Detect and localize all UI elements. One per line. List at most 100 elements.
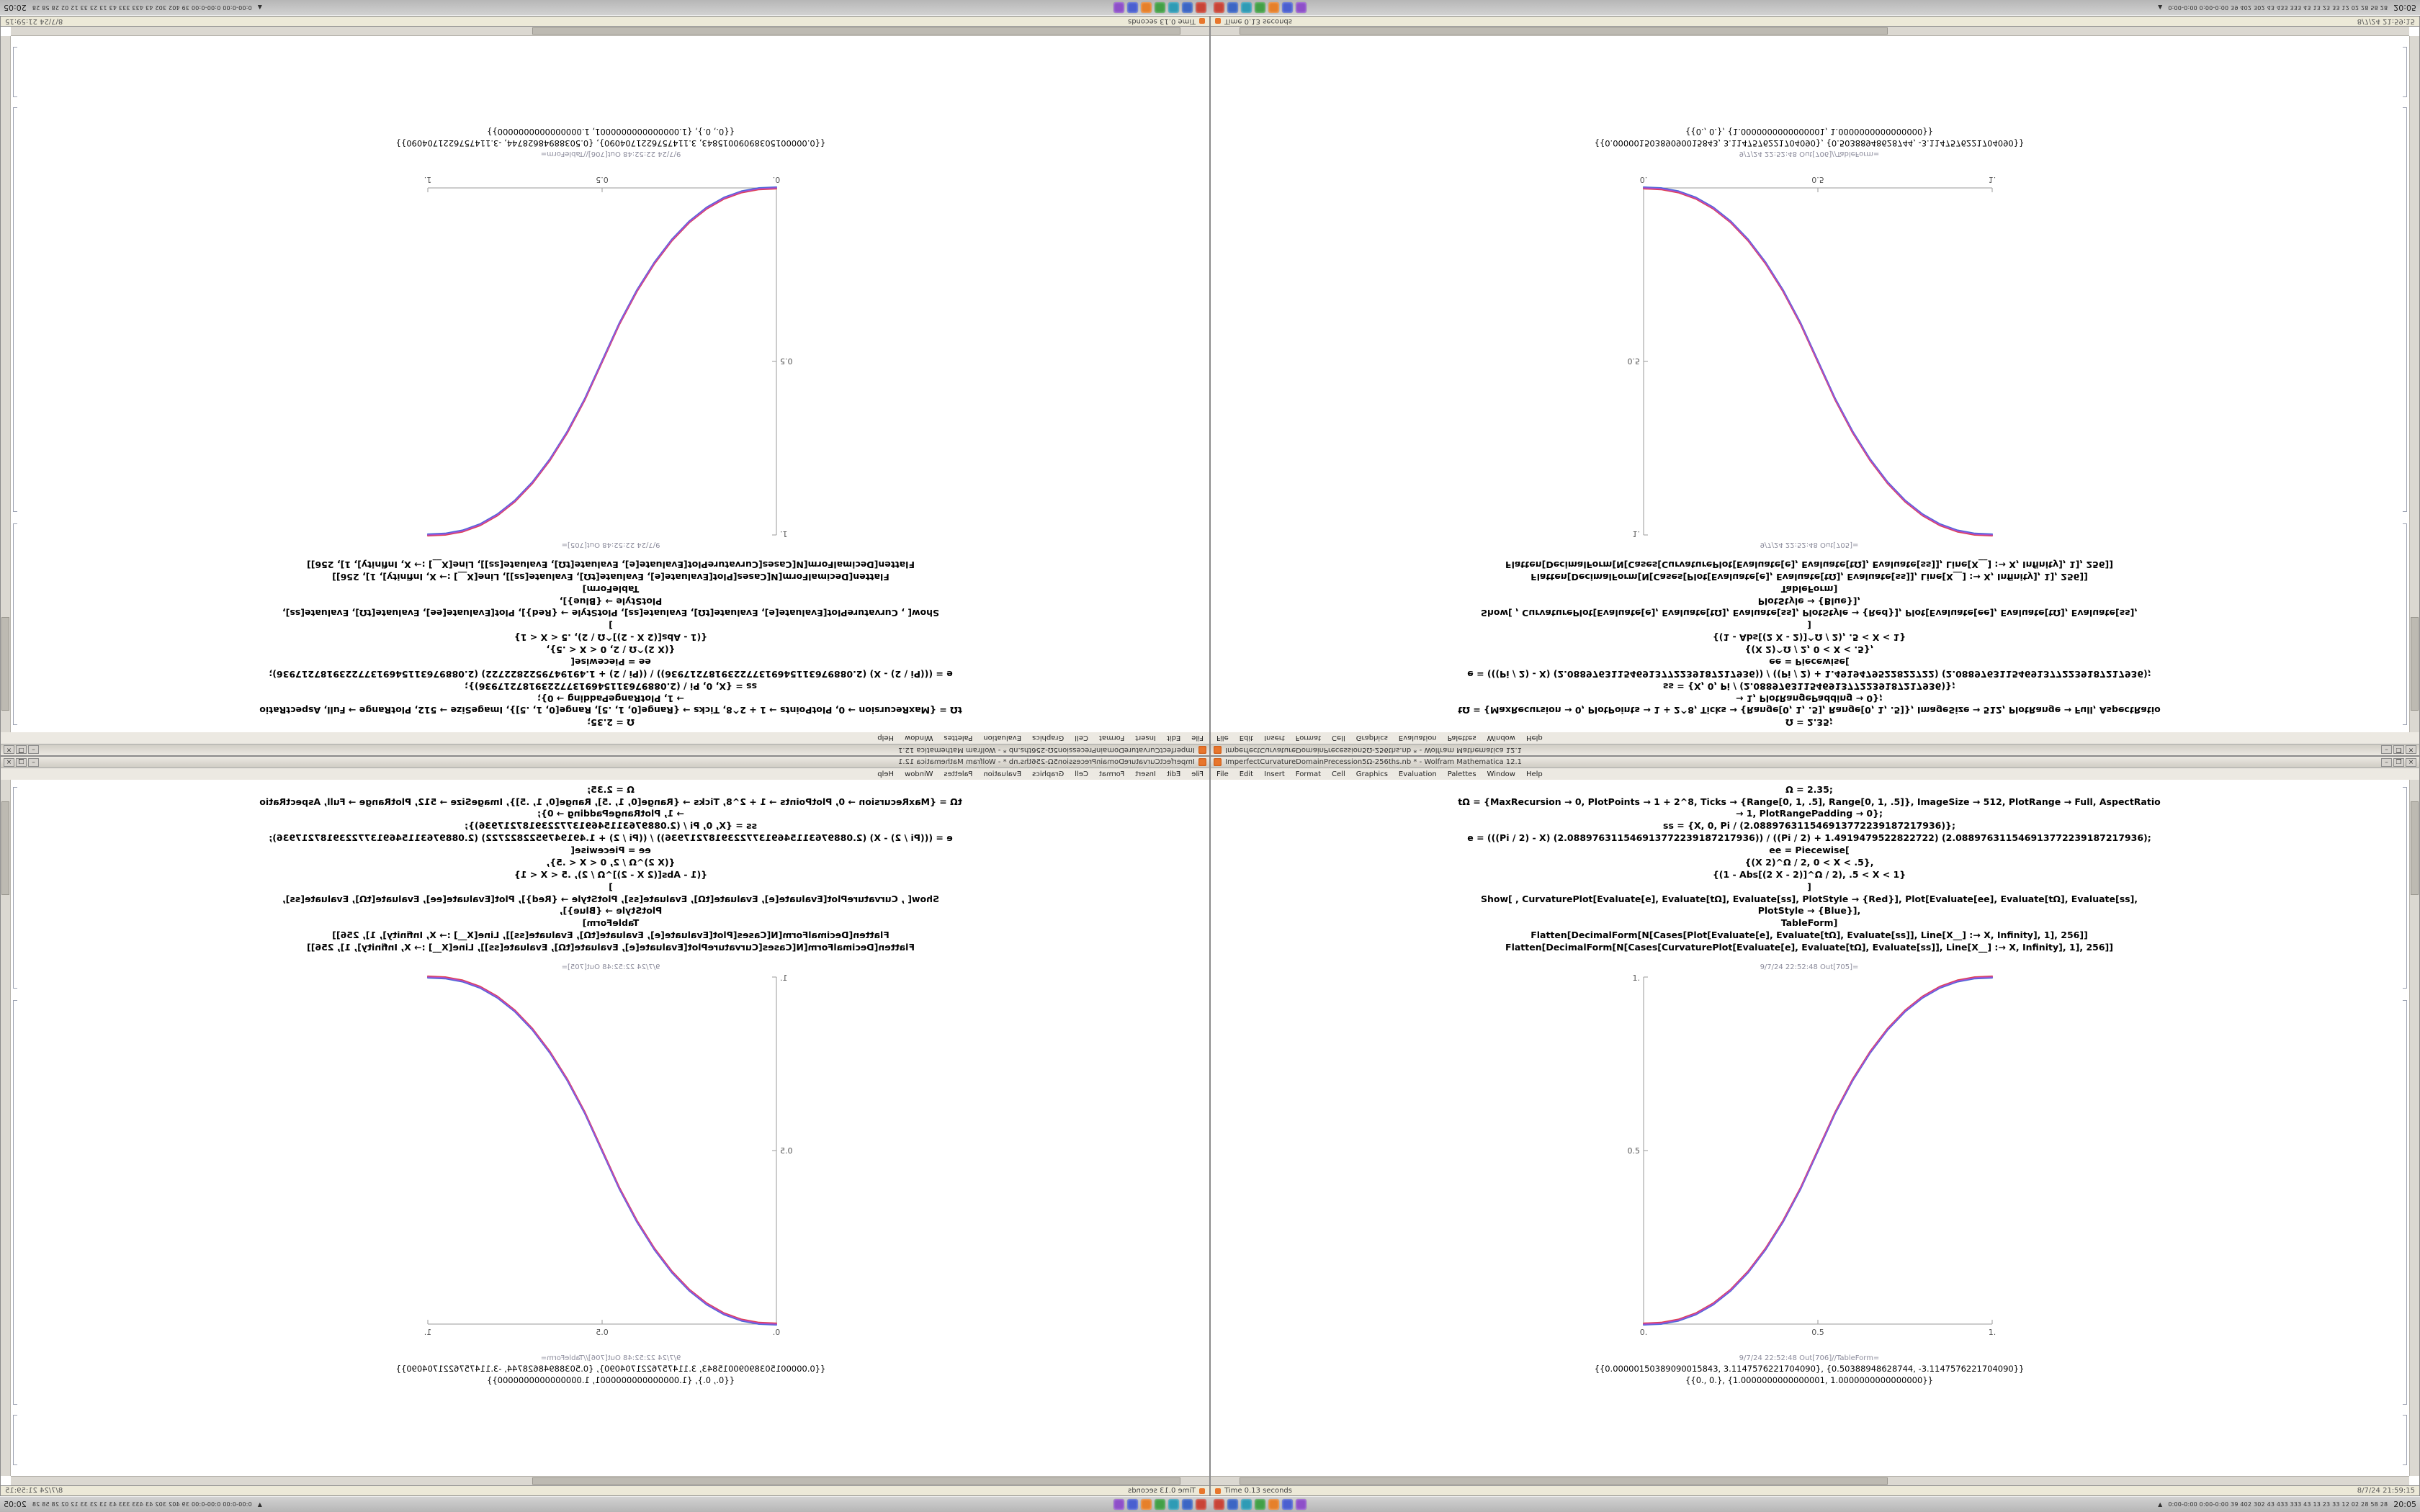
input-code-line[interactable]: TableForm] — [1780, 917, 1838, 928]
input-code-line[interactable]: e = (((Pi / 2) - X) (2.08897631154691377… — [1467, 669, 2151, 680]
taskbar-app-icon[interactable] — [1196, 2, 1206, 13]
taskbar-app-icon[interactable] — [1255, 1499, 1265, 1510]
window-titlebar[interactable]: ImperfectCurvatureDomainPrecession5Ω-256… — [0, 756, 1210, 768]
minimize-button[interactable]: – — [2381, 757, 2392, 767]
menu-item[interactable]: Insert — [1264, 734, 1285, 742]
menu-item[interactable]: File — [1191, 734, 1204, 742]
menu-item[interactable]: Graphics — [1355, 770, 1388, 778]
horizontal-scrollbar[interactable] — [11, 1476, 1209, 1485]
horizontal-scrollbar[interactable] — [1211, 27, 2409, 36]
menu-item[interactable]: Format — [1098, 770, 1125, 778]
input-code-line[interactable]: {(1 - Abs[(2 X - 2)]^Ω / 2), .5 < X < 1} — [514, 632, 708, 643]
menu-item[interactable]: File — [1216, 734, 1229, 742]
cell-bracket-plot-output[interactable] — [2403, 107, 2407, 512]
maximize-button[interactable]: ❐ — [16, 757, 27, 767]
input-code-line[interactable]: e = (((Pi / 2) - X) (2.08897631154691377… — [269, 832, 953, 843]
vertical-scrollbar[interactable] — [2409, 780, 2419, 1476]
input-code-line[interactable]: e = (((Pi / 2) - X) (2.08897631154691377… — [269, 669, 953, 680]
tableform-output-line[interactable]: {{0.00000150389090015843, 3.114757622170… — [1594, 1364, 2025, 1374]
menu-item[interactable]: Format — [1098, 734, 1125, 742]
input-code-line[interactable]: Flatten[DecimalForm[N[Cases[CurvaturePlo… — [307, 942, 915, 953]
horizontal-scrollbar-thumb[interactable] — [532, 27, 1180, 35]
input-code-line[interactable]: TableForm] — [582, 584, 640, 595]
horizontal-scrollbar[interactable] — [1211, 1476, 2409, 1485]
menu-item[interactable]: Evaluation — [983, 770, 1022, 778]
window-titlebar[interactable]: ImperfectCurvatureDomainPrecession5Ω-256… — [0, 744, 1210, 756]
input-code-line[interactable]: ee = Piecewise[ — [1769, 845, 1850, 855]
input-code-line[interactable]: Ω = 2.35; — [587, 784, 635, 795]
input-code-line[interactable]: Flatten[DecimalForm[N[Cases[CurvaturePlo… — [1505, 942, 2113, 953]
menu-item[interactable]: Help — [1525, 770, 1543, 778]
taskbar-app-icon[interactable] — [1196, 1499, 1206, 1510]
input-code-line[interactable]: tΩ = {MaxRecursion → 0, PlotPoints → 1 +… — [1458, 796, 2161, 819]
taskbar-app-icon[interactable] — [1113, 1499, 1124, 1510]
plot-output-cell[interactable]: 0. 0.5 1. 0.5 1. — [424, 168, 798, 539]
tableform-output-line[interactable]: {{0., 0.}, {1.0000000000000001, 1.000000… — [487, 127, 735, 137]
plot-output-cell[interactable]: 0. 0.5 1. 0.5 1. — [424, 973, 798, 1344]
input-code-line[interactable]: ss = {X, 0, Pi / (2.08897631154691377223… — [465, 820, 757, 831]
minimize-button[interactable]: – — [2381, 745, 2392, 755]
input-code-line[interactable]: Flatten[DecimalForm[N[Cases[CurvaturePlo… — [307, 559, 915, 570]
input-code-line[interactable]: Flatten[DecimalForm[N[Cases[Plot[Evaluat… — [1531, 572, 2088, 582]
input-code-line[interactable]: ee = Piecewise[ — [1769, 657, 1850, 667]
tableform-output-line[interactable]: {{0.00000150389090015843, 3.114757622170… — [395, 138, 826, 148]
close-button[interactable]: × — [2406, 745, 2416, 755]
menu-item[interactable]: Palettes — [944, 770, 973, 778]
input-code-line[interactable]: TableForm] — [582, 917, 640, 928]
minimize-button[interactable]: – — [28, 757, 39, 767]
maximize-button[interactable]: ❐ — [2393, 745, 2404, 755]
menu-item[interactable]: Edit — [1239, 734, 1254, 742]
horizontal-scrollbar[interactable] — [11, 27, 1209, 36]
plot-output-cell[interactable]: 0. 0.5 1. 0.5 1. — [1622, 973, 1996, 1344]
menu-item[interactable]: Graphics — [1032, 734, 1065, 742]
input-code-line[interactable]: {(X 2)^Ω / 2, 0 < X < .5}, — [546, 857, 676, 868]
input-code-line[interactable]: Flatten[DecimalForm[N[Cases[Plot[Evaluat… — [1531, 930, 2088, 940]
tray-expand-icon[interactable]: ▲ — [257, 4, 262, 11]
menu-item[interactable]: Edit — [1166, 770, 1181, 778]
menu-item[interactable]: Insert — [1264, 770, 1285, 778]
menu-item[interactable]: Window — [1487, 770, 1515, 778]
tableform-output-line[interactable]: {{0.00000150389090015843, 3.114757622170… — [395, 1364, 826, 1374]
menu-item[interactable]: Evaluation — [983, 734, 1022, 742]
cell-bracket-input[interactable] — [13, 787, 17, 989]
taskbar-app-icon[interactable] — [1296, 1499, 1307, 1510]
input-code-line[interactable]: tΩ = {MaxRecursion → 0, PlotPoints → 1 +… — [259, 796, 962, 819]
tray-expand-icon[interactable]: ▲ — [2158, 1501, 2163, 1508]
taskbar-app-icon[interactable] — [1182, 1499, 1193, 1510]
cell-bracket-tableform-output[interactable] — [2403, 1415, 2407, 1465]
input-code-line[interactable]: {(X 2)^Ω / 2, 0 < X < .5}, — [1744, 857, 1874, 868]
input-code-line[interactable]: Show[ , CurvaturePlot[Evaluate[e], Evalu… — [1480, 894, 2138, 916]
menu-item[interactable]: Window — [1487, 734, 1515, 742]
taskbar-app-icon[interactable] — [1168, 1499, 1179, 1510]
taskbar-app-icon[interactable] — [1255, 2, 1265, 13]
input-code-line[interactable]: {(X 2)^Ω / 2, 0 < X < .5}, — [1744, 644, 1874, 655]
menu-item[interactable]: Window — [905, 734, 933, 742]
taskbar-app-icon[interactable] — [1155, 1499, 1165, 1510]
menu-item[interactable]: File — [1216, 770, 1229, 778]
taskbar-app-icon[interactable] — [1113, 2, 1124, 13]
taskbar-app-icon[interactable] — [1282, 2, 1293, 13]
input-code-line[interactable]: Flatten[DecimalForm[N[Cases[Plot[Evaluat… — [332, 572, 889, 582]
menu-item[interactable]: Cell — [1075, 770, 1088, 778]
input-code-line[interactable]: ss = {X, 0, Pi / (2.08897631154691377223… — [1663, 681, 1955, 692]
taskbar-app-icon[interactable] — [1127, 1499, 1138, 1510]
vertical-scrollbar-thumb[interactable] — [1, 617, 9, 711]
input-code-line[interactable]: ] — [1807, 620, 1811, 631]
input-code-line[interactable]: Ω = 2.35; — [1785, 784, 1833, 795]
taskbar-app-icon[interactable] — [1227, 1499, 1238, 1510]
menu-item[interactable]: Cell — [1332, 770, 1345, 778]
taskbar-app-icon[interactable] — [1182, 2, 1193, 13]
menu-item[interactable]: File — [1191, 770, 1204, 778]
input-code-line[interactable]: {(1 - Abs[(2 X - 2)]^Ω / 2), .5 < X < 1} — [1712, 632, 1906, 643]
horizontal-scrollbar-thumb[interactable] — [1240, 27, 1888, 35]
menu-item[interactable]: Insert — [1135, 734, 1156, 742]
taskbar-app-icon[interactable] — [1241, 2, 1252, 13]
horizontal-scrollbar-thumb[interactable] — [532, 1477, 1180, 1485]
input-code-line[interactable]: e = (((Pi / 2) - X) (2.08897631154691377… — [1467, 832, 2151, 843]
input-code-line[interactable]: {(1 - Abs[(2 X - 2)]^Ω / 2), .5 < X < 1} — [1712, 869, 1906, 880]
horizontal-scrollbar-thumb[interactable] — [1240, 1477, 1888, 1485]
cell-bracket-plot-output[interactable] — [13, 107, 17, 512]
menu-item[interactable]: Graphics — [1032, 770, 1065, 778]
menu-item[interactable]: Edit — [1166, 734, 1181, 742]
input-code-line[interactable]: ss = {X, 0, Pi / (2.08897631154691377223… — [1663, 820, 1955, 831]
